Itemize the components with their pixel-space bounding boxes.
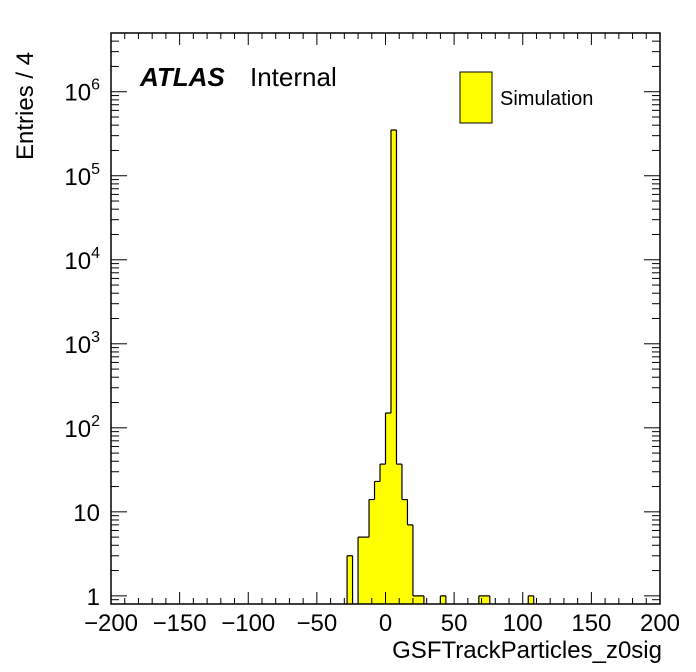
x-tick-label: 100 xyxy=(503,610,543,637)
legend-entry-simulation: Simulation xyxy=(500,88,593,110)
x-tick-label: 200 xyxy=(640,610,680,637)
y-tick-labels: 1 10 102 103 104 105 106 xyxy=(64,77,100,611)
y-tick-label: 102 xyxy=(64,413,100,443)
x-tick-label: 0 xyxy=(379,610,392,637)
histogram-bin xyxy=(385,413,391,604)
x-tick-labels: −200 −150 −100 −50 0 50 100 150 200 xyxy=(84,610,680,637)
histogram-bin xyxy=(407,524,413,604)
histogram-bin xyxy=(347,555,353,604)
histogram-bars xyxy=(346,129,535,604)
histogram-bin xyxy=(484,595,490,604)
axis-ticks xyxy=(110,32,661,604)
x-tick-label: −150 xyxy=(153,610,207,637)
plot-frame xyxy=(110,32,661,605)
histogram-bin xyxy=(440,595,446,604)
histogram-bin xyxy=(418,595,424,604)
histogram-bin xyxy=(390,130,397,604)
y-tick-label: 105 xyxy=(64,161,100,191)
internal-label: Internal xyxy=(250,62,337,92)
histogram-outline xyxy=(346,129,535,604)
legend-swatch xyxy=(459,71,493,124)
x-axis-title: GSFTrackParticles_z0sig xyxy=(392,637,662,664)
histogram-bin xyxy=(401,499,408,604)
histogram-bin xyxy=(528,595,534,604)
x-tick-label: −100 xyxy=(221,610,275,637)
x-tick-label: −200 xyxy=(84,610,138,637)
x-tick-label: −50 xyxy=(297,610,338,637)
histogram-bin xyxy=(374,481,381,604)
histogram-bin xyxy=(369,499,375,604)
y-tick-label: 103 xyxy=(64,329,100,359)
y-tick-label: 10 xyxy=(73,500,100,527)
histogram-bin xyxy=(358,537,364,604)
y-tick-label: 104 xyxy=(64,245,100,275)
y-tick-label: 1 xyxy=(87,584,100,611)
x-tick-label: 150 xyxy=(571,610,611,637)
histogram-bin xyxy=(396,464,402,604)
y-axis-title: Entries / 4 xyxy=(12,52,39,160)
atlas-label: ATLAS xyxy=(139,62,225,92)
histogram-bin xyxy=(380,464,386,604)
x-tick-label: 50 xyxy=(441,610,468,637)
histogram-bin xyxy=(363,537,370,604)
y-tick-label: 106 xyxy=(64,77,100,107)
histogram-bin xyxy=(412,595,419,604)
